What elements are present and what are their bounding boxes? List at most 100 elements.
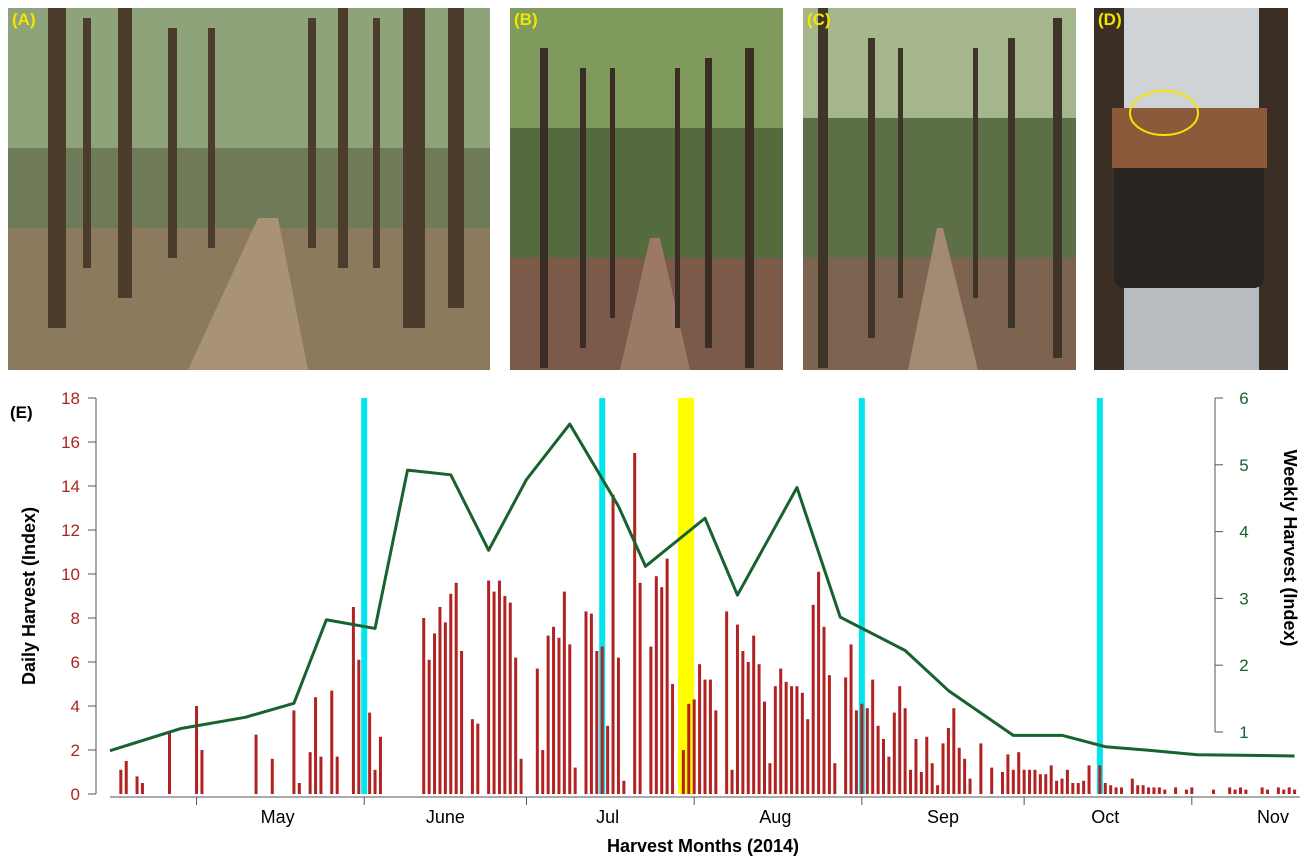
- daily-bar: [730, 769, 734, 794]
- daily-bar: [1174, 787, 1178, 794]
- daily-bar: [757, 664, 761, 794]
- daily-bar: [854, 710, 858, 794]
- daily-bar: [990, 767, 994, 794]
- forest-photo-a: [8, 8, 490, 370]
- y-tick-label: 2: [71, 741, 80, 760]
- daily-bar: [811, 604, 815, 794]
- daily-bar: [497, 580, 501, 794]
- daily-bar: [1266, 789, 1270, 794]
- daily-bar: [573, 767, 577, 794]
- daily-bar: [687, 703, 691, 794]
- daily-bar: [1293, 789, 1297, 794]
- daily-bar: [319, 756, 323, 794]
- daily-bar: [1071, 783, 1075, 794]
- x-tick-label: Jul: [596, 807, 619, 827]
- daily-bar: [433, 633, 437, 794]
- daily-bar: [957, 747, 961, 794]
- daily-bar: [968, 778, 972, 794]
- panel-label-a: (A): [12, 10, 36, 29]
- daily-bar: [514, 657, 518, 794]
- sampling-lines: [361, 398, 1103, 794]
- daily-bar: [1049, 765, 1053, 794]
- y2-tick-label: 5: [1239, 456, 1248, 475]
- daily-bar: [1136, 785, 1140, 794]
- daily-bar: [1098, 765, 1102, 794]
- daily-bar: [297, 783, 301, 794]
- y-tick-label: 10: [61, 565, 80, 584]
- daily-bar: [773, 686, 777, 794]
- daily-bar: [1038, 774, 1042, 794]
- daily-bar: [1055, 780, 1059, 794]
- daily-bar: [1011, 769, 1015, 794]
- daily-bar: [330, 690, 334, 794]
- daily-bar: [708, 679, 712, 794]
- panel-label-c: (C): [807, 10, 831, 29]
- daily-bar: [140, 783, 144, 794]
- daily-bar: [606, 725, 610, 794]
- daily-bar: [1157, 787, 1161, 794]
- x-axis-label: Harvest Months (2014): [607, 836, 799, 856]
- daily-bar: [135, 776, 139, 794]
- daily-bar: [600, 646, 604, 794]
- daily-bar: [1076, 783, 1080, 794]
- daily-bar: [476, 723, 480, 794]
- daily-bar: [1233, 789, 1237, 794]
- daily-bar: [914, 739, 918, 794]
- daily-bar: [795, 686, 799, 794]
- daily-bar: [438, 607, 442, 794]
- weekly-harvest-line: [109, 422, 1295, 758]
- daily-bar: [589, 613, 593, 794]
- daily-bar: [1001, 772, 1004, 794]
- daily-bar: [876, 725, 880, 794]
- daily-bar: [925, 736, 929, 794]
- daily-bar: [1022, 769, 1026, 794]
- daily-bar: [1028, 769, 1032, 794]
- daily-bar: [292, 710, 296, 794]
- daily-bar: [649, 646, 653, 794]
- daily-bar: [1114, 787, 1118, 794]
- daily-bar: [1211, 789, 1215, 794]
- daily-bar: [827, 675, 831, 794]
- daily-bar: [503, 596, 507, 794]
- daily-bar: [936, 785, 940, 794]
- y-tick-label: 6: [71, 653, 80, 672]
- soil-core-photo-d: [1094, 8, 1288, 370]
- daily-bar: [784, 681, 788, 794]
- y2-tick-label: 2: [1239, 656, 1248, 675]
- sampling-line-4: [1096, 398, 1103, 794]
- sampling-line-2: [599, 398, 606, 794]
- daily-bar: [443, 622, 447, 794]
- daily-bar: [314, 697, 318, 794]
- daily-bar: [546, 635, 550, 794]
- weekly-line-layer: [109, 422, 1295, 758]
- daily-bar: [270, 758, 274, 794]
- daily-bar: [1082, 780, 1086, 794]
- photo-panel-a: (A): [8, 8, 490, 370]
- daily-bar: [871, 679, 875, 794]
- daily-bar: [595, 651, 599, 794]
- forest-photo-b: [510, 8, 783, 370]
- daily-bar: [119, 769, 123, 794]
- daily-bar: [909, 769, 913, 794]
- daily-bar: [898, 686, 902, 794]
- daily-bar: [919, 772, 923, 794]
- daily-bar: [1152, 787, 1156, 794]
- photo-panel-b: (B): [510, 8, 783, 370]
- y2-tick-label: 6: [1239, 389, 1248, 408]
- y2-axis-label: Weekly Harvest (Index): [1280, 450, 1300, 647]
- daily-bar: [671, 684, 675, 794]
- daily-bar: [1147, 787, 1151, 794]
- daily-bars: [119, 453, 1297, 794]
- y-tick-label: 14: [61, 477, 80, 496]
- daily-bar: [351, 607, 355, 794]
- daily-bar: [946, 728, 950, 794]
- x-tick-label: Nov: [1257, 807, 1289, 827]
- chart-panel-label: (E): [10, 403, 33, 422]
- daily-bar: [1120, 787, 1123, 794]
- daily-bar: [1276, 787, 1280, 794]
- daily-bar: [806, 719, 810, 794]
- daily-bar: [535, 668, 539, 794]
- x-tick-label: Oct: [1091, 807, 1119, 827]
- y-axis-label: Daily Harvest (Index): [19, 507, 39, 685]
